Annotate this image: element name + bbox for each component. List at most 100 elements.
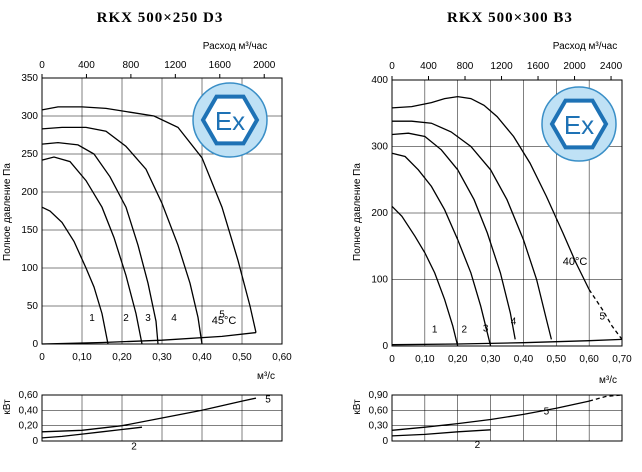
power-curve-label-5: 5 <box>544 406 550 417</box>
ex-label: Ex <box>564 110 594 140</box>
x-axis-ticks: 0 0,10 0,20 0,30 0,40 0,50 0,60 <box>39 352 292 363</box>
power-y-ticks: 0 0,20 0,40 0,60 <box>19 390 39 447</box>
top-tick-label: 1200 <box>164 60 187 71</box>
y-tick-label: 100 <box>371 275 388 286</box>
pressure-curves <box>391 95 623 347</box>
curve-label-2: 2 <box>462 325 468 336</box>
curve-1 <box>41 206 109 345</box>
x-tick-label: 0,30 <box>152 352 172 363</box>
y-tick-label: 400 <box>371 75 388 86</box>
power-curve-label-2: 2 <box>131 441 137 452</box>
chart-title: RKX 500×250 D3 <box>97 10 224 26</box>
power-plot-frame <box>41 394 283 442</box>
power-curves <box>391 394 623 437</box>
power-tick-label: 0,60 <box>19 390 39 401</box>
temperature-label: 40°C <box>563 256 588 268</box>
power-curve-2 <box>391 429 491 437</box>
top-tick-label: 400 <box>420 61 437 72</box>
curve-3 <box>41 141 159 345</box>
power-plot-frame <box>391 394 623 442</box>
plot-frame <box>391 79 623 347</box>
x-axis-unit: м³/с <box>599 375 617 386</box>
curve-40-c <box>391 338 623 346</box>
x-tick-label: 0,50 <box>547 354 567 365</box>
y-tick-label: 200 <box>371 208 388 219</box>
curve-labels: 1 2 3 4 5 <box>89 309 225 324</box>
top-axis-label: Расход м³/час <box>203 41 268 52</box>
x-tick-label: 0,60 <box>579 354 599 365</box>
y-axis-label: Полное давление Па <box>352 163 363 261</box>
x-tick-label: 0,70 <box>612 354 632 365</box>
curve-label-4: 4 <box>171 313 177 324</box>
curve-45-c <box>41 331 257 345</box>
power-y-ticks: 0 0,30 0,60 0,90 <box>369 390 389 447</box>
power-tick-label: 0,20 <box>19 421 39 432</box>
curve-2 <box>41 156 143 345</box>
top-tick-label: 400 <box>78 60 95 71</box>
power-curve-5 <box>391 400 590 431</box>
top-tick-label: 1600 <box>209 60 232 71</box>
curve-5-extension- <box>588 289 623 340</box>
top-tick-label: 0 <box>389 61 395 72</box>
curve-label-3: 3 <box>145 313 151 324</box>
y-tick-label: 300 <box>21 111 38 122</box>
power-tick-label: 0,60 <box>369 405 389 416</box>
power-curve-labels: 52 <box>131 395 271 453</box>
power-curve-label-2: 2 <box>475 440 481 451</box>
y-tick-label: 200 <box>21 187 38 198</box>
y-tick-label: 300 <box>371 142 388 153</box>
x-tick-label: 0,10 <box>72 352 92 363</box>
top-tick-label: 1600 <box>527 61 550 72</box>
y-axis-ticks: 0 100 200 300 400 <box>371 75 388 352</box>
y-tick-label: 350 <box>21 73 38 84</box>
x-tick-label: 0,20 <box>112 352 132 363</box>
top-tick-label: 800 <box>457 61 474 72</box>
curve-2 <box>391 152 492 347</box>
x-tick-label: 0 <box>389 354 395 365</box>
top-tick-label: 0 <box>39 60 45 71</box>
power-curve-5 <box>41 397 257 433</box>
power-tick-label: 0 <box>382 436 388 447</box>
chart-rkx-500x300-b3: RKX 500×300 B3 Расход м³/час 0 400 800 1200… <box>352 10 632 451</box>
curve-labels: 1 2 3 4 5 <box>432 311 606 335</box>
curve-label-4: 4 <box>511 317 517 328</box>
y-tick-label: 0 <box>32 339 38 350</box>
power-curve-label-5: 5 <box>265 395 271 406</box>
power-curve-2 <box>41 426 143 439</box>
curve-4 <box>41 126 203 345</box>
curve-5 <box>391 95 590 290</box>
curve-label-1: 1 <box>432 325 438 336</box>
y-axis-label: Полное давление Па <box>2 163 13 261</box>
chart-title: RKX 500×300 B3 <box>447 10 573 26</box>
top-axis-ticks: 0 400 800 1200 1600 2000 <box>39 60 276 78</box>
x-tick-label: 0,60 <box>272 352 292 363</box>
curve-label-1: 1 <box>89 313 95 324</box>
x-tick-label: 0,40 <box>192 352 212 363</box>
y-tick-label: 250 <box>21 149 38 160</box>
chart-rkx-500x250-d3: RKX 500×250 D3 Расход м³/час 0 400 800 1200… <box>2 10 292 452</box>
pressure-curves <box>41 106 257 345</box>
ex-badge-icon: Ex <box>541 86 617 162</box>
ex-badge-icon: Ex <box>192 82 268 158</box>
power-y-label: кВт <box>352 399 363 415</box>
y-tick-label: 50 <box>27 301 39 312</box>
top-tick-label: 2000 <box>563 61 586 72</box>
x-tick-label: 0,50 <box>232 352 252 363</box>
temperature-label: 45°C <box>212 315 237 327</box>
x-tick-label: 0 <box>39 352 45 363</box>
power-tick-label: 0,30 <box>369 421 389 432</box>
curve-5 <box>41 106 257 333</box>
power-tick-label: 0,90 <box>369 390 389 401</box>
x-tick-label: 0,10 <box>415 354 435 365</box>
ex-label: Ex <box>215 106 245 136</box>
x-axis-ticks: 0 0,10 0,20 0,30 0,40 0,50 0,60 0,70 <box>389 354 632 365</box>
x-tick-label: 0,40 <box>514 354 534 365</box>
y-tick-label: 0 <box>382 341 388 352</box>
curve-label-3: 3 <box>483 323 489 334</box>
top-axis-ticks: 0 400 800 1200 1600 2000 2400 <box>389 61 623 80</box>
top-tick-label: 2000 <box>253 60 276 71</box>
top-axis-label: Расход м³/час <box>553 41 618 52</box>
x-axis-unit: м³/с <box>257 371 275 382</box>
x-tick-label: 0,30 <box>481 354 501 365</box>
